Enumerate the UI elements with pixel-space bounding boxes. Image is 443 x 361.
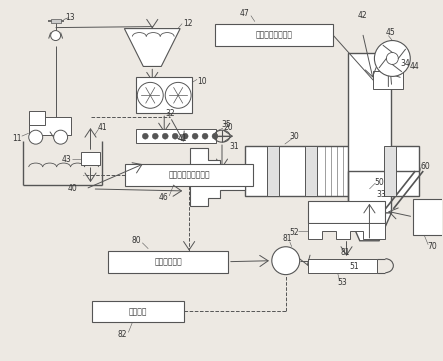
Text: 60: 60: [420, 162, 430, 170]
Circle shape: [202, 133, 208, 139]
Text: 52: 52: [289, 228, 299, 237]
Polygon shape: [190, 148, 245, 206]
Polygon shape: [124, 29, 180, 66]
Bar: [347, 53, 391, 213]
Circle shape: [212, 133, 218, 139]
Bar: [413, 199, 443, 235]
Bar: [51, 19, 61, 23]
Text: 10: 10: [197, 77, 207, 86]
Bar: [305, 146, 317, 196]
Bar: [109, 251, 228, 273]
Text: 13: 13: [65, 13, 74, 22]
Bar: [29, 117, 70, 135]
Text: 82: 82: [118, 330, 127, 339]
Text: 压缩空气: 压缩空气: [129, 307, 148, 316]
Bar: [267, 146, 279, 196]
Circle shape: [152, 133, 158, 139]
Text: 46: 46: [158, 193, 168, 203]
Bar: [136, 77, 192, 113]
Text: 20: 20: [223, 123, 233, 132]
Bar: [136, 129, 216, 143]
Circle shape: [192, 133, 198, 139]
Text: 53: 53: [338, 278, 347, 287]
Text: 30: 30: [290, 132, 299, 141]
Circle shape: [386, 52, 398, 65]
Text: 三次风管（窑头罩）: 三次风管（窑头罩）: [168, 170, 210, 179]
Text: 41: 41: [177, 134, 187, 143]
Polygon shape: [347, 213, 391, 241]
Circle shape: [142, 133, 148, 139]
Bar: [29, 111, 45, 125]
Text: 41: 41: [97, 123, 107, 132]
Bar: [373, 71, 403, 90]
Circle shape: [51, 31, 61, 40]
Text: 50: 50: [374, 178, 384, 187]
Bar: [93, 301, 184, 322]
Text: 47: 47: [240, 9, 250, 18]
Text: 70: 70: [427, 242, 437, 251]
Text: 81: 81: [283, 234, 292, 243]
Circle shape: [165, 82, 191, 108]
Circle shape: [137, 82, 163, 108]
Bar: [308, 259, 377, 273]
Bar: [308, 201, 385, 223]
Text: 11: 11: [12, 134, 22, 143]
Circle shape: [272, 247, 300, 275]
Text: 12: 12: [183, 19, 193, 28]
Text: 三次风管（窑尾）: 三次风管（窑尾）: [255, 30, 292, 39]
Bar: [81, 152, 101, 165]
Circle shape: [29, 130, 43, 144]
Bar: [125, 164, 253, 186]
Circle shape: [374, 40, 410, 77]
Circle shape: [162, 133, 168, 139]
Text: 33: 33: [377, 191, 386, 199]
Circle shape: [54, 130, 68, 144]
Text: 81: 81: [341, 248, 350, 257]
Text: 32: 32: [165, 109, 175, 118]
Polygon shape: [308, 223, 385, 239]
Bar: [215, 23, 333, 45]
Circle shape: [182, 133, 188, 139]
Text: 40: 40: [68, 184, 78, 193]
Text: 44: 44: [409, 62, 419, 71]
Text: 80: 80: [132, 236, 141, 245]
Text: 水泥窑分解炉: 水泥窑分解炉: [154, 257, 182, 266]
Circle shape: [172, 133, 178, 139]
Text: 34: 34: [400, 59, 410, 68]
Text: 35: 35: [221, 120, 231, 129]
Bar: [385, 146, 396, 196]
Text: 42: 42: [358, 11, 367, 20]
Bar: [245, 146, 419, 196]
Text: 45: 45: [385, 28, 395, 37]
Text: 51: 51: [350, 262, 359, 271]
Text: 43: 43: [62, 155, 71, 164]
Text: 31: 31: [229, 142, 239, 151]
